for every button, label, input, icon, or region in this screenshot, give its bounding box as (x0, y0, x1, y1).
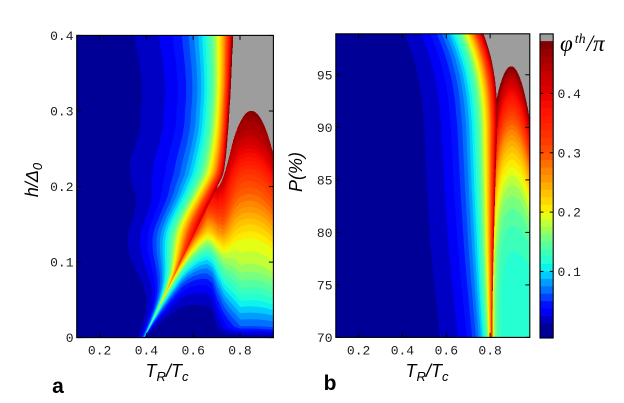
svg-text:70: 70 (317, 331, 333, 346)
svg-text:0.1: 0.1 (558, 265, 582, 280)
svg-text:0.1: 0.1 (50, 256, 74, 271)
svg-text:95: 95 (317, 68, 333, 83)
svg-text:h/Δ0: h/Δ0 (22, 162, 45, 197)
svg-text:0.2: 0.2 (50, 180, 73, 195)
svg-text:75: 75 (317, 278, 333, 293)
svg-text:90: 90 (317, 121, 333, 136)
svg-text:0.6: 0.6 (435, 344, 458, 359)
svg-text:a: a (52, 375, 64, 398)
svg-text:TR/Tc: TR/Tc (406, 361, 449, 384)
svg-text:φth/π: φ th/π (560, 31, 606, 56)
svg-text:80: 80 (317, 226, 333, 241)
svg-text:0.2: 0.2 (347, 344, 370, 359)
svg-text:0.4: 0.4 (391, 344, 415, 359)
svg-text:0.4: 0.4 (135, 344, 159, 359)
svg-text:0.2: 0.2 (88, 344, 111, 359)
svg-text:0.3: 0.3 (558, 146, 581, 161)
svg-text:0.3: 0.3 (50, 105, 73, 120)
svg-text:0.4: 0.4 (50, 29, 74, 44)
svg-text:85: 85 (317, 173, 333, 188)
svg-text:TR/Tc: TR/Tc (146, 361, 189, 384)
svg-text:0: 0 (66, 331, 74, 346)
svg-text:P(%): P(%) (286, 152, 306, 192)
svg-text:0.8: 0.8 (228, 344, 251, 359)
svg-text:0.6: 0.6 (181, 344, 204, 359)
svg-text:0.8: 0.8 (478, 344, 501, 359)
svg-text:0.4: 0.4 (558, 87, 582, 102)
svg-text:b: b (324, 372, 337, 395)
svg-text:0.2: 0.2 (558, 206, 581, 221)
